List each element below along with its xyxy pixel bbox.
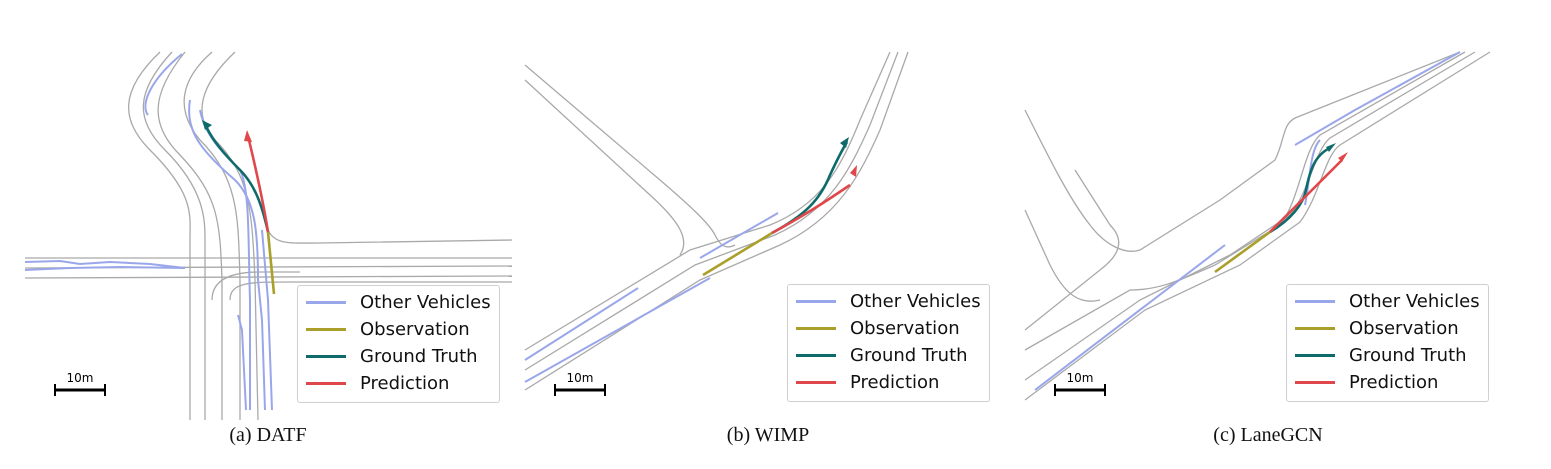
- scale-bar: 10m: [1054, 371, 1106, 396]
- caption-datf: (a) DATF: [229, 424, 307, 446]
- panel-lanegcn: 10m Other Vehicles Observation Ground Tr…: [1020, 0, 1530, 420]
- scale-label: 10m: [67, 371, 94, 385]
- observation-track: [702, 231, 773, 277]
- legend: Other Vehicles Observation Ground Truth …: [1286, 284, 1489, 402]
- legend-item-other-vehicles: Other Vehicles: [306, 289, 491, 316]
- other-vehicle-tracks: [24, 53, 273, 411]
- wimp-map: 10m: [524, 51, 909, 396]
- prediction-arrowhead: [1338, 152, 1348, 162]
- legend: Other Vehicles Observation Ground Truth …: [297, 285, 500, 403]
- caption-lanegcn: (c) LaneGCN: [1213, 424, 1323, 446]
- prediction-arrowhead: [850, 165, 857, 177]
- other-vehicle-tracks: [524, 212, 779, 383]
- observation-track: [266, 231, 276, 295]
- legend-item-observation: Observation: [306, 316, 491, 343]
- legend-item-observation: Observation: [1295, 315, 1480, 342]
- legend-item-ground-truth: Ground Truth: [306, 343, 491, 370]
- legend-item-observation: Observation: [796, 315, 981, 342]
- scale-bar: 10m: [54, 371, 106, 396]
- legend-item-prediction: Prediction: [796, 369, 981, 396]
- panel-wimp: 10m Other Vehicles Observation Ground Tr…: [520, 0, 1020, 420]
- ground-truth-track: [203, 123, 270, 233]
- legend-item-other-vehicles: Other Vehicles: [796, 288, 981, 315]
- prediction-track: [246, 135, 270, 233]
- ground-truth-arrowhead: [202, 120, 212, 130]
- scale-label: 10m: [1067, 371, 1094, 385]
- legend-item-prediction: Prediction: [1295, 369, 1480, 396]
- lanegcn-map: 10m: [1024, 51, 1491, 401]
- prediction-arrowhead: [244, 130, 252, 142]
- ground-truth-track: [1269, 146, 1331, 234]
- scale-label: 10m: [567, 371, 594, 385]
- observation-track: [1214, 230, 1271, 274]
- lane-centerlines: [24, 51, 513, 420]
- prediction-track: [1269, 159, 1343, 233]
- scale-bar: 10m: [554, 371, 606, 396]
- other-vehicle-tracks: [1034, 51, 1461, 391]
- legend-item-other-vehicles: Other Vehicles: [1295, 288, 1480, 315]
- ground-truth-arrowhead: [840, 137, 849, 148]
- prediction-track: [771, 183, 851, 235]
- datf-map: 10m: [24, 51, 513, 420]
- legend-item-prediction: Prediction: [306, 370, 491, 397]
- ground-truth-arrowhead: [1326, 143, 1336, 152]
- panel-datf: 10m Other Vehicles Observation Ground Tr…: [0, 0, 520, 420]
- caption-wimp: (b) WIMP: [726, 424, 810, 446]
- legend-item-ground-truth: Ground Truth: [1295, 342, 1480, 369]
- legend: Other Vehicles Observation Ground Truth …: [787, 284, 990, 402]
- legend-item-ground-truth: Ground Truth: [796, 342, 981, 369]
